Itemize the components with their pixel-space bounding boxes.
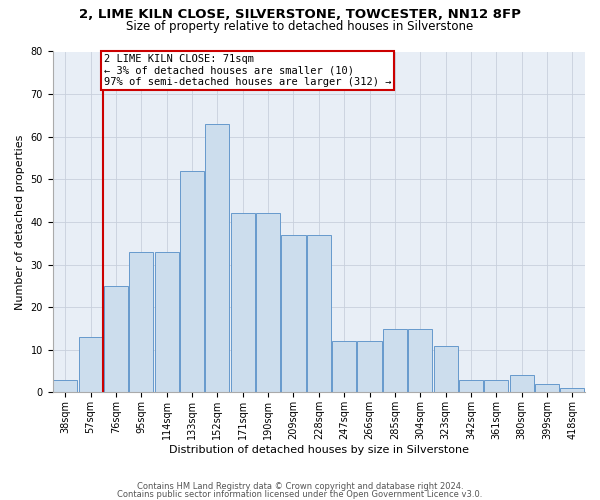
Bar [180, 171, 204, 392]
Bar [509, 376, 533, 392]
Bar [484, 380, 508, 392]
Bar [155, 252, 179, 392]
X-axis label: Distribution of detached houses by size in Silverstone: Distribution of detached houses by size … [169, 445, 469, 455]
Text: 2 LIME KILN CLOSE: 71sqm
← 3% of detached houses are smaller (10)
97% of semi-de: 2 LIME KILN CLOSE: 71sqm ← 3% of detache… [104, 54, 391, 87]
Bar [231, 214, 255, 392]
Bar [408, 328, 432, 392]
Bar [130, 252, 154, 392]
Bar [281, 235, 305, 392]
Bar [256, 214, 280, 392]
Bar [383, 328, 407, 392]
Bar [434, 346, 458, 393]
Text: Contains HM Land Registry data © Crown copyright and database right 2024.: Contains HM Land Registry data © Crown c… [137, 482, 463, 491]
Bar [560, 388, 584, 392]
Bar [358, 342, 382, 392]
Text: Size of property relative to detached houses in Silverstone: Size of property relative to detached ho… [127, 20, 473, 33]
Bar [459, 380, 483, 392]
Bar [307, 235, 331, 392]
Text: 2, LIME KILN CLOSE, SILVERSTONE, TOWCESTER, NN12 8FP: 2, LIME KILN CLOSE, SILVERSTONE, TOWCEST… [79, 8, 521, 20]
Bar [332, 342, 356, 392]
Bar [104, 286, 128, 393]
Bar [205, 124, 229, 392]
Bar [53, 380, 77, 392]
Bar [79, 337, 103, 392]
Bar [535, 384, 559, 392]
Y-axis label: Number of detached properties: Number of detached properties [15, 134, 25, 310]
Text: Contains public sector information licensed under the Open Government Licence v3: Contains public sector information licen… [118, 490, 482, 499]
